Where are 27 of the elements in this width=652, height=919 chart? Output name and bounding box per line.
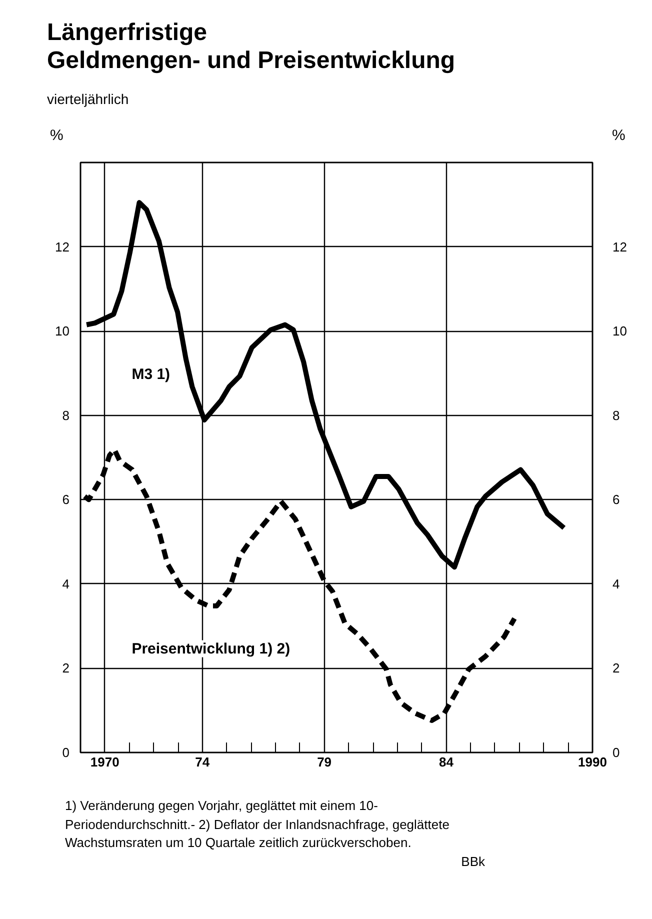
y-tick-label: 2 (62, 660, 70, 676)
text: 1) Veränderung gegen Vorjahr, geglättet mit einem 10-Periodendurchschnitt.- 2) Deflator der Inlandsnachfrage, geglättete Wachstumsraten um 10 Quartale zeitlich zurückverschoben. (65, 797, 450, 852)
x-tick-label: 74 (195, 754, 210, 770)
y2-axis-title: % (612, 126, 626, 146)
x-tick-label: 84 (438, 754, 454, 770)
y-tick-label: 8 (62, 408, 70, 423)
y-tick-label: 6 (62, 492, 70, 508)
chart-subtitle: vierteljährlich (47, 90, 130, 109)
y-tick-label: 12 (55, 239, 70, 254)
y2-tick-label: 10 (612, 324, 627, 339)
x-tick-label: 1990 (578, 754, 607, 770)
y2-tick-label: 12 (612, 239, 627, 254)
y-tick-label: 10 (55, 324, 70, 339)
text: BBk (460, 852, 485, 871)
y2-tick-label: 6 (612, 492, 620, 508)
x-tick-label: 79 (317, 754, 332, 770)
text: Preisentwicklung 1) 2) (132, 640, 290, 658)
y-tick-label: 0 (62, 745, 70, 760)
y2-tick-label: 0 (612, 745, 620, 760)
y-tick-label: 4 (62, 576, 70, 592)
y-axis-title: % (50, 126, 64, 146)
y2-tick-label: 4 (612, 576, 620, 592)
chart-title: Längerfristige Geldmengen- und Preisentwicklung (47, 19, 456, 75)
series-label: M3 1) (132, 366, 170, 383)
x-tick-label: 1970 (90, 754, 120, 770)
y2-tick-label: 8 (612, 408, 620, 423)
y2-tick-label: 2 (612, 660, 620, 676)
